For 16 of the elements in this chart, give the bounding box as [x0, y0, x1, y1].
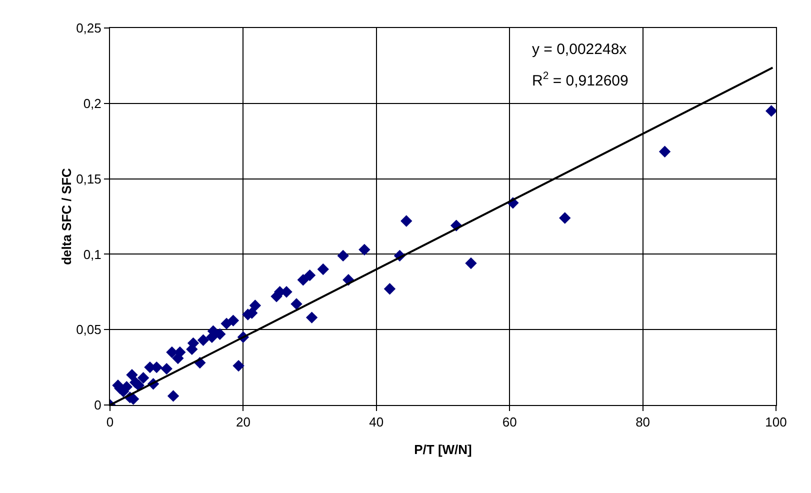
x-tick-label: 60	[502, 414, 517, 430]
x-tick-label: 0	[106, 414, 114, 430]
y-tick-label: 0,2	[83, 96, 102, 111]
y-tick-label: 0,15	[76, 171, 102, 186]
x-tick-label: 100	[765, 414, 787, 430]
y-tick-label: 0,05	[76, 322, 102, 338]
annotation: y = 0,002248x	[532, 41, 628, 58]
y-tick-label: 0	[94, 398, 102, 413]
x-axis-title: P/T [W/N]	[414, 442, 472, 457]
x-tick-label: 80	[636, 414, 650, 430]
x-tick-label: 40	[369, 414, 384, 430]
y-axis-title: delta SFC / SFC	[59, 168, 74, 265]
x-tick-label: 20	[236, 414, 250, 430]
annotation: R$^{2}$ = 0,912609	[532, 70, 628, 90]
y-tick-label: 0,1	[83, 246, 102, 262]
y-tick-label: 0,25	[76, 20, 102, 36]
